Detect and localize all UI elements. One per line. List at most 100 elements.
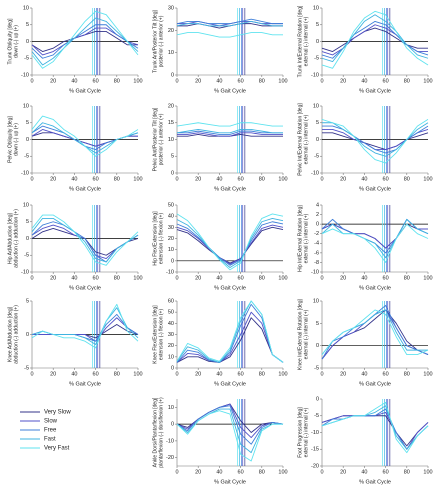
x-tick-label: 60 [93, 78, 99, 84]
series-line [321, 309, 429, 360]
y-tick-label: -2 [314, 231, 319, 237]
y-tick-label: 10 [313, 5, 319, 11]
y-tick-label: -5 [314, 365, 319, 371]
x-tick-label: 40 [361, 78, 367, 84]
x-tick-label: 100 [423, 371, 432, 377]
y-tick-label: 4 [316, 202, 319, 208]
y-tick-label: 40 [168, 321, 174, 327]
x-tick-label: 20 [195, 78, 201, 84]
x-tick-label: 20 [195, 176, 201, 182]
x-axis-label: % Gait Cycle [359, 88, 391, 94]
x-tick-label: 0 [30, 176, 33, 182]
x-tick-label: 80 [259, 469, 265, 475]
x-tick-label: 20 [340, 275, 346, 281]
x-tick-label: 100 [278, 78, 287, 84]
y-tick-label: 5 [26, 219, 29, 225]
x-tick-label: 0 [320, 78, 323, 84]
series-line [31, 303, 139, 349]
x-tick-label: 80 [114, 371, 120, 377]
x-tick-label: 60 [383, 371, 389, 377]
series-line [31, 307, 139, 345]
y-tick-label: -10 [166, 269, 174, 275]
y-tick-label: 0 [171, 258, 174, 264]
legend-label: Fast [44, 437, 56, 443]
legend-label: Very Fast [44, 446, 70, 452]
series-line [176, 410, 283, 462]
y-axis-sublabel: abduction (-) adduction (+) [13, 209, 19, 268]
series-line [176, 300, 284, 363]
x-axis-label: % Gait Cycle [69, 88, 101, 94]
y-tick-label: -10 [21, 72, 29, 78]
x-tick-label: 20 [195, 275, 201, 281]
x-tick-label: 100 [423, 469, 432, 475]
y-axis-sublabel: posterior (-) anterior (+) [158, 113, 164, 165]
x-tick-label: 20 [50, 176, 56, 182]
y-axis-label: Trunk Ant/Posterior Tilt [deg] [152, 9, 158, 73]
series-line [177, 132, 283, 137]
x-tick-label: 60 [383, 275, 389, 281]
x-tick-label: 80 [259, 275, 265, 281]
x-tick-label: 20 [50, 275, 56, 281]
y-axis-sublabel: external (-) internal (+) [303, 309, 309, 359]
y-tick-label: 5 [316, 321, 319, 327]
x-axis-label: % Gait Cycle [359, 186, 391, 192]
x-tick-label: 100 [133, 78, 142, 84]
series-line [176, 18, 283, 25]
series-line [176, 20, 283, 27]
series-line [31, 217, 139, 263]
y-tick-label: -5 [24, 56, 29, 62]
x-tick-label: 100 [278, 275, 287, 281]
y-tick-label: 10 [23, 103, 29, 109]
y-tick-label: -10 [166, 438, 174, 444]
x-tick-label: 100 [423, 78, 432, 84]
x-tick-label: 60 [238, 275, 244, 281]
x-tick-label: 60 [238, 469, 244, 475]
series-line [176, 129, 283, 134]
x-tick-label: 100 [278, 371, 287, 377]
x-tick-label: 80 [259, 371, 265, 377]
y-axis-label: Knee Int/External Rotation [deg] [297, 298, 303, 369]
series-line [321, 27, 428, 52]
x-tick-label: 60 [383, 469, 389, 475]
y-tick-label: -15 [311, 447, 319, 453]
y-tick-label: -4 [314, 241, 319, 247]
y-tick-label: -5 [314, 154, 319, 160]
x-tick-label: 40 [71, 176, 77, 182]
y-axis-sublabel: posterior (-) anterior (+) [158, 15, 164, 67]
x-axis-label: % Gait Cycle [69, 285, 101, 291]
x-tick-label: 100 [278, 469, 287, 475]
x-tick-label: 80 [404, 371, 410, 377]
x-tick-label: 20 [50, 371, 56, 377]
series-line [31, 115, 139, 157]
series-line [176, 122, 283, 127]
series-line [321, 401, 429, 454]
series-line [321, 223, 428, 249]
x-tick-label: 20 [50, 78, 56, 84]
y-tick-label: 5 [316, 120, 319, 126]
y-tick-label: 0 [171, 365, 174, 371]
x-axis-label: % Gait Cycle [214, 479, 246, 485]
y-tick-label: 15 [168, 120, 174, 126]
y-tick-label: -20 [311, 463, 319, 469]
x-tick-label: 60 [383, 176, 389, 182]
y-tick-label: -10 [21, 269, 29, 275]
y-tick-label: 0 [316, 222, 319, 228]
x-tick-label: 80 [404, 78, 410, 84]
x-tick-label: 80 [404, 176, 410, 182]
y-axis-label: Knee Ad/Abduction [deg] [7, 306, 13, 362]
x-tick-label: 0 [175, 78, 178, 84]
x-tick-label: 60 [238, 176, 244, 182]
legend-label: Very Slow [44, 410, 71, 416]
series-line [176, 221, 284, 266]
y-tick-label: 5 [26, 120, 29, 126]
series-line [321, 309, 429, 360]
y-tick-label: 10 [168, 247, 174, 253]
x-tick-label: 0 [30, 275, 33, 281]
y-axis-sublabel: plantarflexion (-) dorsiflexion (+) [158, 397, 164, 468]
series-line [176, 226, 284, 264]
series-line [32, 324, 139, 339]
x-tick-label: 40 [361, 371, 367, 377]
x-tick-label: 40 [216, 275, 222, 281]
x-tick-label: 0 [30, 371, 33, 377]
x-tick-label: 40 [216, 371, 222, 377]
